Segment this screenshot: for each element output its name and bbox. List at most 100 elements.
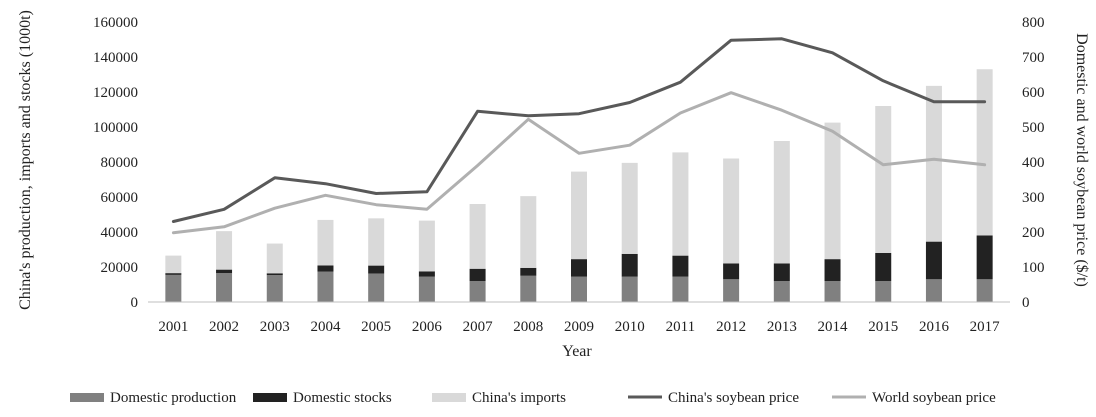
y2-tick-label: 100	[1022, 260, 1045, 276]
legend-swatch	[253, 393, 287, 402]
bar-domestic-stocks-2015	[875, 253, 892, 281]
bar-domestic-stocks-2008	[520, 267, 537, 276]
x-tick-label: 2006	[412, 319, 443, 335]
y-tick-label: 40000	[101, 225, 139, 241]
line-world-soybean-price	[171, 91, 987, 235]
bar-domestic-stocks-2017	[976, 235, 993, 280]
y2-tick-label: 800	[1022, 15, 1045, 31]
bar-domestic-stocks-2004	[317, 265, 334, 272]
bar-china-s-imports-2009	[571, 171, 587, 260]
bar-layer	[165, 69, 993, 302]
bar-domestic-stocks-2013	[773, 263, 790, 281]
bar-domestic-stocks-2007	[469, 268, 486, 281]
bar-domestic-production-2014	[824, 281, 841, 302]
y2-tick-label: 0	[1022, 295, 1030, 311]
bar-domestic-production-2012	[723, 279, 740, 302]
x-tick-label: 2012	[716, 319, 746, 335]
y-tick-label: 100000	[93, 120, 138, 136]
bar-domestic-production-2006	[418, 276, 435, 302]
legend-label: World soybean price	[872, 390, 996, 406]
bar-domestic-stocks-2012	[723, 263, 740, 280]
bar-china-s-imports-2015	[875, 106, 892, 253]
bar-domestic-production-2010	[621, 276, 638, 302]
bar-domestic-stocks-2005	[368, 265, 385, 274]
bar-domestic-production-2017	[976, 279, 993, 302]
x-tick-label: 2001	[158, 319, 188, 335]
y-tick-label: 0	[131, 295, 139, 311]
bar-china-s-imports-2014	[824, 122, 841, 260]
bar-domestic-stocks-2011	[672, 255, 689, 277]
bar-domestic-production-2009	[571, 276, 587, 302]
bar-domestic-stocks-2006	[418, 271, 435, 277]
bar-domestic-stocks-2016	[925, 241, 942, 280]
y2-tick-label: 600	[1022, 85, 1045, 101]
x-axis-label: Year	[562, 343, 592, 360]
y2-tick-label: 200	[1022, 225, 1045, 241]
legend-swatch	[70, 393, 104, 402]
y-axis-label: China's production, imports and stocks (…	[17, 10, 34, 310]
line-layer	[171, 37, 987, 235]
bar-domestic-production-2011	[672, 276, 689, 302]
legend-label: Domestic stocks	[293, 390, 392, 406]
bar-domestic-production-2007	[469, 281, 486, 302]
bar-domestic-production-2015	[875, 281, 892, 302]
x-tick-label: 2011	[666, 319, 695, 335]
bar-domestic-production-2013	[773, 281, 790, 302]
bar-china-s-imports-2011	[672, 152, 689, 256]
bar-domestic-production-2004	[317, 271, 334, 302]
x-tick-label: 2002	[209, 319, 239, 335]
bar-china-s-imports-2005	[368, 218, 385, 266]
x-tick-label: 2007	[463, 319, 494, 335]
x-tick-label: 2013	[767, 319, 797, 335]
x-tick-label: 2008	[513, 319, 543, 335]
bar-china-s-imports-2004	[317, 219, 334, 266]
bar-china-s-imports-2007	[469, 204, 486, 269]
bar-domestic-stocks-2002	[216, 269, 233, 274]
y2-axis-label: Domestic and world soybean price ($/t)	[1073, 33, 1090, 287]
y-tick-label: 60000	[101, 190, 139, 206]
x-tick-label: 2014	[818, 319, 849, 335]
legend-swatch	[432, 393, 466, 402]
bar-china-s-imports-2016	[925, 85, 942, 242]
x-tick-label: 2005	[361, 319, 391, 335]
bar-domestic-stocks-2001	[165, 273, 182, 275]
y2-tick-label: 500	[1022, 120, 1045, 136]
legend-label: China's soybean price	[668, 390, 799, 406]
x-tick-label: 2015	[868, 319, 898, 335]
bar-china-s-imports-2017	[976, 69, 993, 236]
x-tick-label: 2004	[310, 319, 341, 335]
bar-domestic-production-2002	[216, 273, 233, 302]
legend-label: Domestic production	[110, 390, 237, 406]
bar-china-s-imports-2003	[266, 243, 283, 274]
bar-china-s-imports-2002	[216, 231, 233, 270]
y-tick-label: 120000	[93, 85, 138, 101]
bar-china-s-imports-2008	[520, 196, 537, 268]
x-tick-label: 2010	[615, 319, 645, 335]
bar-china-s-imports-2001	[165, 255, 182, 274]
legend-label: China's imports	[472, 390, 566, 406]
bar-china-s-imports-2012	[723, 158, 740, 264]
x-tick-label: 2009	[564, 319, 594, 335]
bar-china-s-imports-2006	[418, 220, 435, 272]
bar-domestic-production-2003	[266, 275, 283, 302]
bar-domestic-stocks-2009	[571, 259, 587, 277]
y-axis-ticks: 0 20000 40000 60000 80000 100000 120000 140000 1…	[93, 15, 138, 311]
y2-axis-ticks: 0 100 200 300 400 500 600 700 800	[1022, 15, 1045, 311]
y-tick-label: 160000	[93, 15, 138, 31]
bar-domestic-stocks-2014	[824, 259, 841, 281]
bar-domestic-stocks-2003	[266, 273, 283, 276]
y-tick-label: 80000	[101, 155, 139, 171]
y2-tick-label: 400	[1022, 155, 1045, 171]
x-tick-label: 2017	[970, 319, 1001, 335]
legend: Domestic production Domestic stocks China'…	[70, 390, 996, 406]
x-tick-label: 2003	[260, 319, 290, 335]
bar-china-s-imports-2010	[621, 162, 638, 254]
bar-domestic-stocks-2010	[621, 253, 638, 277]
bar-china-s-imports-2013	[773, 141, 790, 264]
bar-domestic-production-2005	[368, 273, 385, 302]
bar-domestic-production-2001	[165, 274, 182, 302]
y-tick-label: 140000	[93, 50, 138, 66]
line-china-s-soybean-price	[171, 37, 987, 223]
